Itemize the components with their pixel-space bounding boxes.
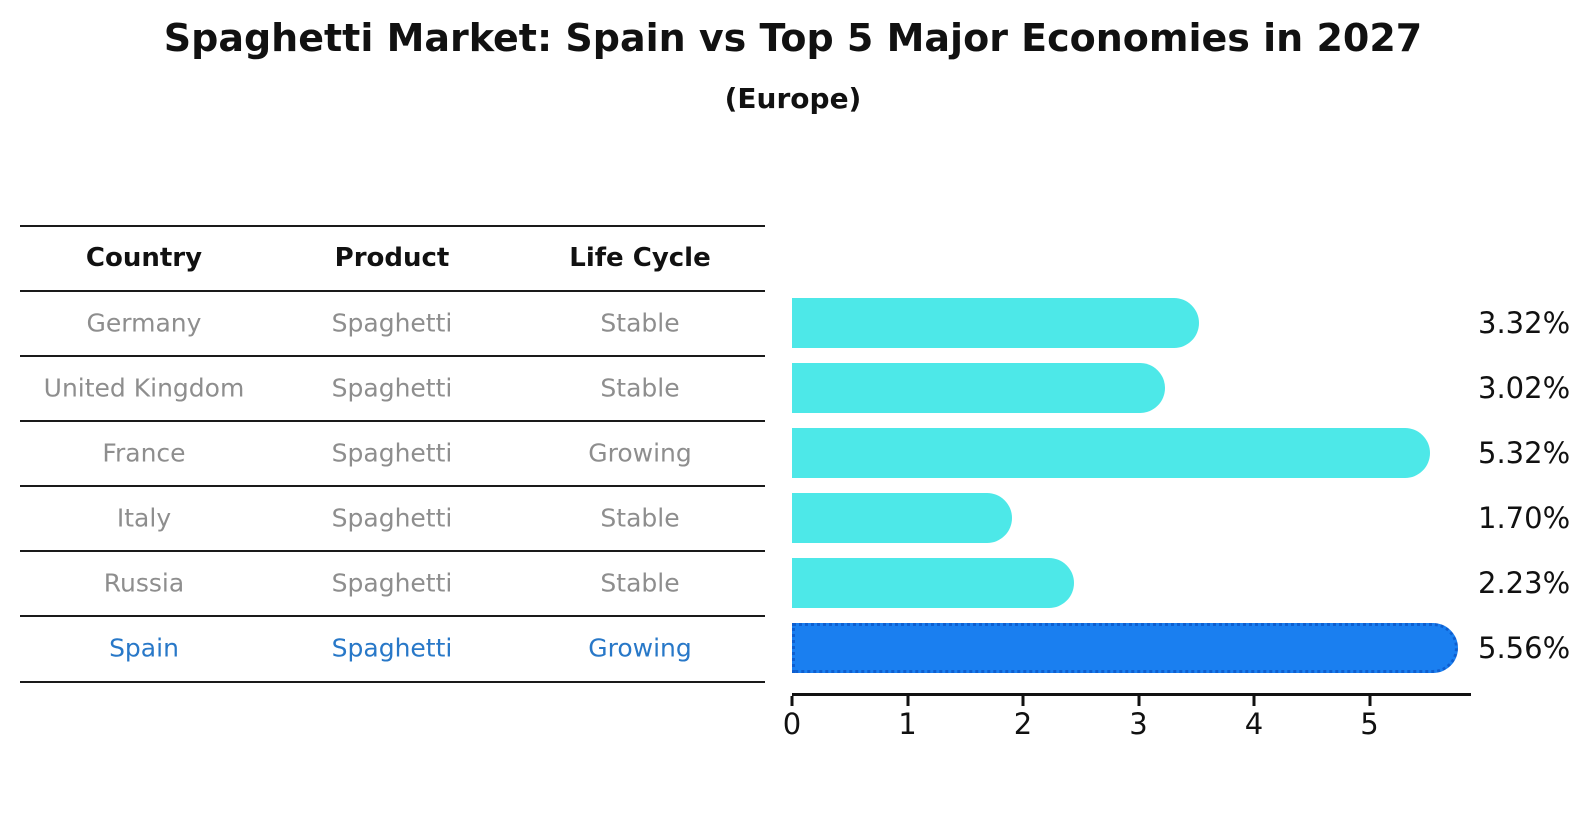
x-tick-label-0: 0 <box>782 707 802 741</box>
x-tick-label-2: 2 <box>1013 707 1033 741</box>
x-axis-line <box>792 693 1471 696</box>
bar-value-label-italy: 1.70% <box>1478 500 1571 535</box>
table-header-product: Product <box>334 242 450 273</box>
table-cell-life-cycle-germany: Stable <box>600 308 680 337</box>
x-tick-label-4: 4 <box>1244 707 1264 741</box>
table-cell-country-spain: Spain <box>109 633 179 663</box>
table-divider-line <box>20 681 765 683</box>
bar-italy <box>792 492 1012 543</box>
table-cell-life-cycle-united-kingdom: Stable <box>600 373 680 402</box>
table-cell-life-cycle-spain: Growing <box>588 633 692 663</box>
table-cell-country-germany: Germany <box>86 308 202 337</box>
x-tick-mark-2 <box>1021 696 1025 706</box>
bar-value-label-france: 5.32% <box>1478 435 1571 470</box>
table-cell-life-cycle-italy: Stable <box>600 503 680 532</box>
bar-russia <box>792 557 1074 608</box>
table-cell-product-spain: Spaghetti <box>331 633 453 663</box>
table-cell-life-cycle-russia: Stable <box>600 568 680 597</box>
table-cell-country-united-kingdom: United Kingdom <box>43 373 245 402</box>
x-tick-mark-5 <box>1368 696 1371 706</box>
bar-france <box>792 427 1430 478</box>
table-cell-product-russia: Spaghetti <box>331 568 453 597</box>
table-divider-line <box>20 355 765 357</box>
table-cell-product-france: Spaghetti <box>331 438 453 467</box>
x-tick-mark-3 <box>1137 696 1140 706</box>
bar-value-label-germany: 3.32% <box>1478 305 1571 340</box>
chart-subtitle: (Europe) <box>724 82 862 115</box>
bar-value-label-russia: 2.23% <box>1478 565 1571 600</box>
bar-germany <box>792 297 1199 348</box>
table-cell-country-russia: Russia <box>103 568 185 597</box>
chart-title: Spaghetti Market: Spain vs Top 5 Major E… <box>163 16 1423 60</box>
table-cell-product-united-kingdom: Spaghetti <box>331 373 453 402</box>
table-divider-line <box>20 550 765 552</box>
x-tick-label-1: 1 <box>898 707 917 741</box>
bar-spain <box>792 623 1458 673</box>
x-tick-mark-1 <box>906 696 909 706</box>
x-tick-mark-0 <box>790 696 794 706</box>
table-cell-country-france: France <box>102 438 186 467</box>
table-cell-product-germany: Spaghetti <box>331 308 453 337</box>
table-divider-line <box>20 485 765 487</box>
table-divider-line <box>20 615 765 617</box>
table-header-life-cycle: Life Cycle <box>569 242 711 273</box>
table-divider-line <box>20 420 765 422</box>
table-cell-country-italy: Italy <box>116 503 172 532</box>
bar-united-kingdom <box>792 362 1165 413</box>
bar-value-label-spain: 5.56% <box>1478 631 1571 665</box>
bar-value-label-united-kingdom: 3.02% <box>1478 370 1571 405</box>
table-header-country: Country <box>85 242 203 273</box>
table-divider-line <box>20 225 765 227</box>
table-cell-life-cycle-france: Growing <box>588 438 692 467</box>
x-tick-label-5: 5 <box>1360 707 1379 741</box>
x-tick-label-3: 3 <box>1129 707 1148 741</box>
table-cell-product-italy: Spaghetti <box>331 503 453 532</box>
table-divider-line <box>20 290 765 292</box>
x-tick-mark-4 <box>1252 696 1256 706</box>
